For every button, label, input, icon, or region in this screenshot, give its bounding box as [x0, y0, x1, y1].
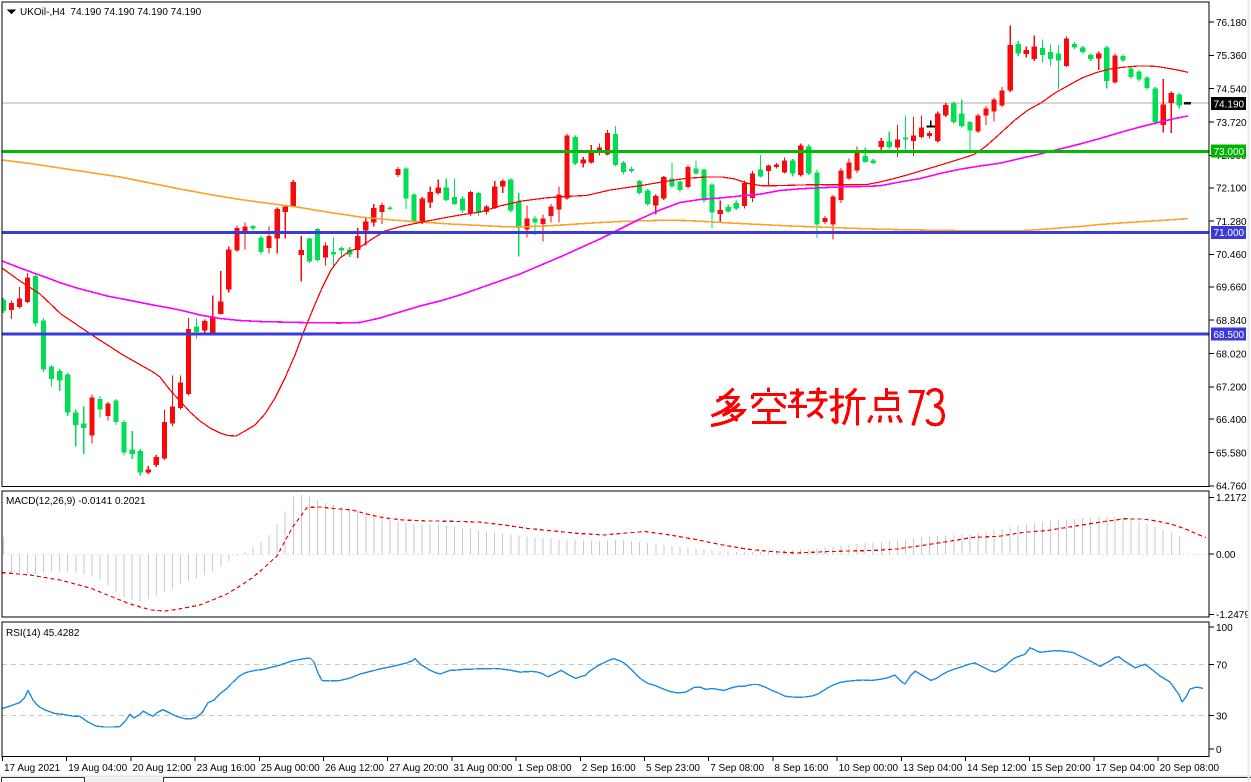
svg-text:10 Sep 00:00: 10 Sep 00:00 [839, 763, 899, 774]
svg-text:75.360: 75.360 [1216, 51, 1247, 62]
svg-text:70: 70 [1216, 660, 1228, 671]
svg-text:27 Aug 20:00: 27 Aug 20:00 [389, 763, 448, 774]
svg-text:70.460: 70.460 [1216, 250, 1247, 261]
svg-text:64.760: 64.760 [1216, 482, 1247, 493]
svg-text:0.00: 0.00 [1216, 550, 1236, 561]
svg-text:-1.2479: -1.2479 [1216, 610, 1250, 621]
svg-text:67.200: 67.200 [1216, 383, 1247, 394]
svg-text:1 Sep 08:00: 1 Sep 08:00 [518, 763, 572, 774]
svg-text:MACD(12,26,9) -0.0141 0.2021: MACD(12,26,9) -0.0141 0.2021 [6, 496, 146, 507]
svg-text:17 Sep 04:00: 17 Sep 04:00 [1095, 763, 1155, 774]
svg-text:68.020: 68.020 [1216, 349, 1247, 360]
svg-text:20 Aug 12:00: 20 Aug 12:00 [132, 763, 191, 774]
svg-text:19 Aug 04:00: 19 Aug 04:00 [68, 763, 127, 774]
svg-text:20 Sep 08:00: 20 Sep 08:00 [1160, 763, 1220, 774]
svg-text:73.720: 73.720 [1216, 118, 1247, 129]
svg-text:74.540: 74.540 [1216, 85, 1247, 96]
svg-text:17 Aug 2021: 17 Aug 2021 [4, 763, 61, 774]
svg-text:2 Sep 16:00: 2 Sep 16:00 [582, 763, 636, 774]
svg-text:25 Aug 00:00: 25 Aug 00:00 [261, 763, 320, 774]
svg-text:73.000: 73.000 [1214, 147, 1245, 158]
svg-text:68.500: 68.500 [1214, 330, 1245, 341]
svg-text:69.660: 69.660 [1216, 283, 1247, 294]
svg-text:100: 100 [1216, 623, 1233, 634]
svg-text:68.840: 68.840 [1216, 316, 1247, 327]
svg-text:76.180: 76.180 [1216, 18, 1247, 29]
svg-text:15 Sep 20:00: 15 Sep 20:00 [1031, 763, 1091, 774]
svg-text:14 Sep 12:00: 14 Sep 12:00 [967, 763, 1027, 774]
svg-text:7 Sep 08:00: 7 Sep 08:00 [710, 763, 764, 774]
svg-text:23 Aug 16:00: 23 Aug 16:00 [197, 763, 256, 774]
svg-text:30: 30 [1216, 711, 1228, 722]
svg-text:74.190: 74.190 [1214, 99, 1245, 110]
svg-text:UKOil-,H4 74.190 74.190 74.19: UKOil-,H4 74.190 74.190 74.190 74.190 [20, 7, 202, 18]
svg-text:8 Sep 16:00: 8 Sep 16:00 [774, 763, 828, 774]
svg-text:72.100: 72.100 [1216, 184, 1247, 195]
svg-text:1.2172: 1.2172 [1216, 493, 1247, 504]
svg-text:5 Sep 23:00: 5 Sep 23:00 [646, 763, 700, 774]
svg-text:71.280: 71.280 [1216, 217, 1247, 228]
svg-text:66.400: 66.400 [1216, 415, 1247, 426]
svg-text:65.580: 65.580 [1216, 448, 1247, 459]
svg-text:RSI(14) 45.4282: RSI(14) 45.4282 [6, 628, 80, 639]
svg-text:26 Aug 12:00: 26 Aug 12:00 [325, 763, 384, 774]
svg-text:13 Sep 04:00: 13 Sep 04:00 [903, 763, 963, 774]
svg-text:71.000: 71.000 [1214, 228, 1245, 239]
svg-text:0: 0 [1216, 745, 1222, 756]
svg-text:31 Aug 00:00: 31 Aug 00:00 [453, 763, 512, 774]
